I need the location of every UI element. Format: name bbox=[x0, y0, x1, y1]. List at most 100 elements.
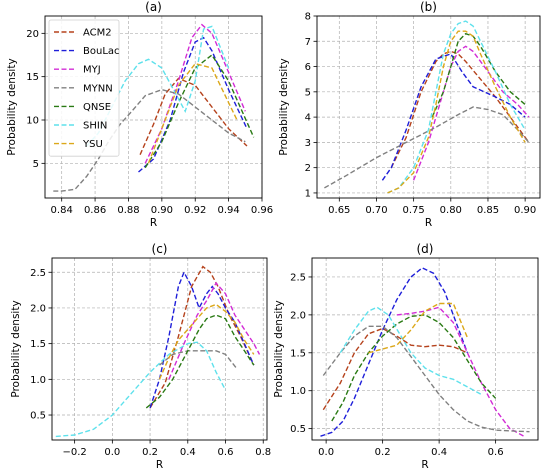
x-tick-label: 0.70 bbox=[365, 205, 387, 216]
y-axis-label: Probability density bbox=[278, 58, 290, 155]
x-axis-label: R bbox=[150, 217, 157, 229]
series-line-myj bbox=[168, 281, 261, 380]
panel-title: (c) bbox=[152, 242, 168, 256]
y-tick-label: 1.0 bbox=[290, 386, 306, 397]
y-tick-label: 5 bbox=[33, 159, 39, 170]
series-group bbox=[320, 267, 530, 437]
y-tick-label: 7 bbox=[305, 37, 311, 48]
series-line-myj bbox=[412, 45, 530, 181]
x-tick-label: 0.92 bbox=[184, 205, 206, 216]
y-tick-label: 2 bbox=[305, 163, 311, 174]
series-line-boulac bbox=[320, 267, 469, 437]
series-line-acm2 bbox=[149, 265, 255, 409]
axes-frame bbox=[51, 257, 268, 441]
y-tick-label: 2.5 bbox=[290, 272, 306, 283]
x-axis-label: R bbox=[421, 459, 428, 471]
panel-title: (d) bbox=[417, 242, 434, 256]
x-tick-label: 0.88 bbox=[117, 205, 139, 216]
legend-label: MYNN bbox=[83, 83, 113, 94]
x-tick-label: 0.90 bbox=[151, 205, 173, 216]
series-line-shin bbox=[55, 341, 227, 438]
series-line-mynn bbox=[322, 325, 530, 433]
x-tick-label: 0.8 bbox=[255, 447, 271, 458]
x-tick-label: 0.85 bbox=[477, 205, 499, 216]
panel-title: (a) bbox=[145, 0, 162, 14]
panel-a: 0.84 0.86 0.88 0.90 0.92 0.94 0.96 5 10 15 20 (a) R P… bbox=[6, 0, 273, 229]
legend-label: SHIN bbox=[83, 121, 107, 132]
y-tick-label: 1.0 bbox=[30, 375, 46, 386]
series-line-qnse bbox=[145, 314, 255, 409]
x-tick-label: 0.80 bbox=[440, 205, 462, 216]
y-tick-label: 0.5 bbox=[290, 424, 306, 435]
y-tick-label: 1.5 bbox=[290, 348, 306, 359]
x-axis-label: R bbox=[425, 217, 432, 229]
series-line-mynn bbox=[159, 350, 238, 370]
legend-box bbox=[48, 19, 120, 157]
legend: ACM2 BouLac MYJ MYNN QNSE SHIN YSU bbox=[48, 19, 120, 157]
series-line-boulac bbox=[149, 270, 255, 409]
y-tick-label: 4 bbox=[305, 113, 311, 124]
legend-label: QNSE bbox=[83, 102, 111, 113]
series-group bbox=[55, 265, 261, 438]
x-tick-label: 0.6 bbox=[488, 447, 504, 458]
series-group bbox=[324, 20, 530, 194]
y-tick-label: 2.0 bbox=[30, 303, 46, 314]
series-line-acm2 bbox=[139, 77, 248, 155]
x-tick-label: 0.96 bbox=[251, 205, 273, 216]
y-tick-label: 2.5 bbox=[30, 268, 46, 279]
y-tick-label: 2.0 bbox=[290, 310, 306, 321]
series-line-acm2 bbox=[322, 327, 468, 411]
legend-label: BouLac bbox=[83, 46, 120, 57]
series-line-ysu bbox=[387, 30, 526, 194]
panel-b: 0.65 0.70 0.75 0.80 0.85 0.90 1 2 3 4 5 6 7 8 (b) R Prob… bbox=[278, 0, 541, 229]
series-line-boulac bbox=[381, 53, 526, 181]
x-tick-label: 0.94 bbox=[217, 205, 239, 216]
x-tick-label: 0.84 bbox=[51, 205, 73, 216]
panel-d: 0.0 0.2 0.4 0.6 0.5 1.0 1.5 2.0 2.5 (d) R Probabili… bbox=[273, 242, 539, 471]
y-tick-label: 20 bbox=[26, 29, 39, 40]
y-tick-label: 8 bbox=[305, 12, 311, 23]
panel-c: −0.2 0.0 0.2 0.4 0.6 0.8 0.5 1.0 1.5 2.0 2.5 (c) R Pr… bbox=[10, 242, 271, 471]
series-line-ysu bbox=[158, 303, 255, 380]
x-tick-label: 0.4 bbox=[180, 447, 196, 458]
y-tick-label: 1 bbox=[305, 188, 311, 199]
x-tick-label: 0.2 bbox=[142, 447, 158, 458]
axes-frame bbox=[316, 15, 541, 199]
series-line-myj bbox=[396, 306, 525, 437]
y-axis-label: Probability density bbox=[10, 300, 22, 397]
y-tick-label: 0.5 bbox=[30, 411, 46, 422]
y-tick-label: 3 bbox=[305, 138, 311, 149]
x-tick-label: 0.86 bbox=[84, 205, 106, 216]
legend-label: ACM2 bbox=[83, 28, 112, 39]
y-tick-label: 5 bbox=[305, 87, 311, 98]
legend-label: MYJ bbox=[83, 65, 101, 76]
series-line-ysu bbox=[147, 62, 238, 164]
y-tick-label: 15 bbox=[26, 72, 39, 83]
panel-title: (b) bbox=[420, 0, 437, 14]
legend-label: YSU bbox=[82, 139, 103, 150]
x-tick-label: 0.6 bbox=[218, 447, 234, 458]
x-tick-label: 0.2 bbox=[375, 447, 391, 458]
series-line-mynn bbox=[324, 106, 530, 189]
x-tick-label: 0.0 bbox=[318, 447, 334, 458]
y-axis-label: Probability density bbox=[6, 58, 18, 155]
y-tick-label: 10 bbox=[26, 116, 39, 127]
series-line-qnse bbox=[144, 53, 255, 169]
y-tick-label: 6 bbox=[305, 62, 311, 73]
x-axis-label: R bbox=[156, 459, 163, 471]
series-line-shin bbox=[339, 306, 482, 396]
x-tick-label: 0.4 bbox=[431, 447, 447, 458]
series-line-qnse bbox=[331, 314, 497, 422]
series-line-shin bbox=[387, 20, 526, 194]
series-line-ysu bbox=[368, 302, 469, 354]
y-tick-label: 1.5 bbox=[30, 339, 46, 350]
x-tick-label: −0.2 bbox=[62, 447, 86, 458]
y-axis-label: Probability density bbox=[273, 300, 285, 397]
x-tick-label: 0.65 bbox=[328, 205, 350, 216]
x-tick-label: 0.75 bbox=[403, 205, 425, 216]
x-tick-label: 0.0 bbox=[104, 447, 120, 458]
axes-frame bbox=[44, 15, 263, 199]
series-line-qnse bbox=[431, 32, 526, 118]
axes-frame bbox=[311, 257, 539, 441]
